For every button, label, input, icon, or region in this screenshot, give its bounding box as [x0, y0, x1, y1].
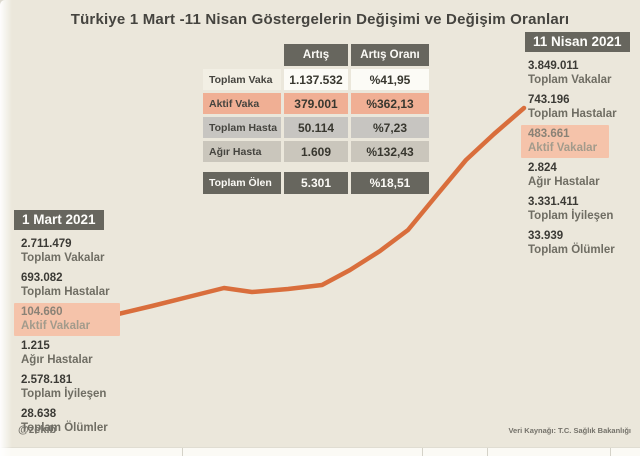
stat-item: 743.196 Toplam Hastalar: [528, 94, 617, 120]
stats-list: 2.711.479 Toplam Vakalar 693.082 Toplam …: [14, 235, 144, 438]
row-label: Toplam Vaka: [203, 69, 281, 90]
stat-item: 1.215 Ağır Hastalar: [21, 340, 93, 366]
rate-value: %362,13: [351, 93, 429, 114]
bottom-strip: [0, 447, 640, 456]
strip-divider: [182, 448, 183, 456]
strip-divider: [610, 448, 611, 456]
increase-value: 379.001: [284, 93, 348, 114]
date-badge-1-mart: 1 Mart 2021: [14, 210, 104, 230]
footer-credit: @zekib: [18, 424, 57, 436]
row-label: Toplam Hasta: [203, 117, 281, 138]
rate-value: %18,51: [351, 172, 429, 194]
col-header-rate: Artış Oranı: [351, 44, 429, 66]
increase-value: 50.114: [284, 117, 348, 138]
footer-data-source: Veri Kaynağı: T.C. Sağlık Bakanlığı: [508, 426, 631, 435]
stat-item-active-cases-highlight: 104.660 Aktif Vakalar: [14, 303, 120, 336]
strip-divider: [487, 448, 488, 456]
stats-list: 3.849.011 Toplam Vakalar 743.196 Toplam …: [521, 57, 637, 260]
increase-value: 1.137.532: [284, 69, 348, 90]
stat-item: 3.331.411 Toplam İyileşen: [528, 196, 614, 222]
row-label: Toplam Ölen: [203, 172, 281, 194]
change-table: Artış Artış Oranı Toplam Vaka 1.137.532 …: [203, 44, 429, 197]
stat-item: 33.939 Toplam Ölümler: [528, 230, 615, 256]
panel-1-mart: 1 Mart 2021 2.711.479 Toplam Vakalar 693…: [14, 210, 144, 439]
table-row: Ağır Hasta 1.609 %132,43: [203, 141, 429, 162]
row-label: Aktif Vaka: [203, 93, 281, 114]
stat-item: 2.824 Ağır Hastalar: [528, 162, 600, 188]
increase-value: 1.609: [284, 141, 348, 162]
table-row: Toplam Vaka 1.137.532 %41,95: [203, 69, 429, 90]
rate-value: %132,43: [351, 141, 429, 162]
row-label: Ağır Hasta: [203, 141, 281, 162]
stat-item: 3.849.011 Toplam Vakalar: [528, 60, 612, 86]
table-header-row: Artış Artış Oranı: [203, 44, 429, 66]
stat-item: 2.711.479 Toplam Vakalar: [21, 238, 105, 264]
date-badge-11-nisan: 11 Nisan 2021: [525, 32, 630, 52]
stat-item: 693.082 Toplam Hastalar: [21, 272, 110, 298]
table-header-spacer: [203, 44, 281, 66]
rate-value: %41,95: [351, 69, 429, 90]
rate-value: %7,23: [351, 117, 429, 138]
strip-divider: [422, 448, 423, 456]
stat-item-active-cases-highlight: 483.661 Aktif Vakalar: [521, 125, 609, 158]
stat-item: 28.638 Toplam Ölümler: [21, 408, 108, 434]
page-title: Türkiye 1 Mart -11 Nisan Göstergelerin D…: [70, 11, 570, 28]
table-row: Toplam Ölen 5.301 %18,51: [203, 172, 429, 194]
table-row: Toplam Hasta 50.114 %7,23: [203, 117, 429, 138]
table-row: Aktif Vaka 379.001 %362,13: [203, 93, 429, 114]
col-header-increase: Artış: [284, 44, 348, 66]
increase-value: 5.301: [284, 172, 348, 194]
stat-item: 2.578.181 Toplam İyileşen: [21, 374, 107, 400]
panel-11-nisan: 11 Nisan 2021 3.849.011 Toplam Vakalar 7…: [521, 32, 637, 261]
